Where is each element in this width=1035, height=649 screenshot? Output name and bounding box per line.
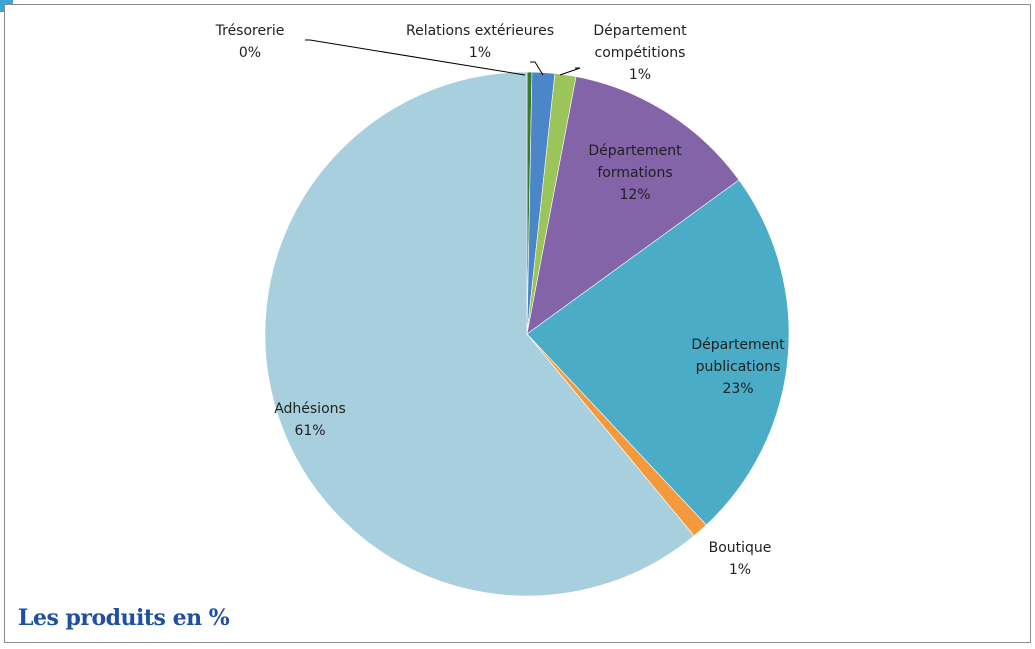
- slice-name-label: Adhésions: [274, 401, 346, 417]
- slice-name-label: Relations extérieures: [406, 23, 554, 39]
- slice-name-label: compétitions: [595, 45, 686, 61]
- chart-caption: Les produits en %: [18, 605, 230, 631]
- slice-percent-label: 1%: [629, 67, 651, 83]
- slice-percent-label: 0%: [239, 45, 261, 61]
- slice-label-group: Boutique 1%: [709, 540, 772, 578]
- slice-name-label: Département: [691, 337, 785, 353]
- slice-percent-label: 1%: [469, 45, 491, 61]
- slice-label-group: Adhésions 61%: [274, 401, 346, 439]
- slice-name-label: publications: [696, 359, 781, 375]
- slice-name-label: Trésorerie: [215, 23, 285, 39]
- slice-percent-label: 61%: [294, 423, 325, 439]
- slice-label-group: Relations extérieures 1%: [406, 23, 554, 61]
- slice-percent-label: 12%: [619, 187, 650, 203]
- slice-name-label: formations: [597, 165, 672, 181]
- slice-label-group: Département compétitions 1%: [593, 23, 687, 83]
- leader-line: [530, 61, 544, 76]
- slice-percent-label: 23%: [722, 381, 753, 397]
- pie-slice-adh-sions: [264, 71, 695, 597]
- slice-name-label: Boutique: [709, 540, 772, 556]
- slice-name-label: Département: [593, 23, 687, 39]
- slice-name-label: Département: [588, 143, 682, 159]
- slice-label-group: Département publications 23%: [691, 337, 785, 397]
- leader-line: [559, 67, 581, 76]
- pie-slice-d-partement-formations: [526, 76, 740, 335]
- pie-slice-d-partement-publications: [526, 179, 790, 526]
- slice-percent-label: 1%: [729, 562, 751, 578]
- leader-line: [305, 39, 526, 76]
- slice-label-group: Trésorerie 0%: [215, 23, 285, 61]
- slice-label-group: Département formations 12%: [588, 143, 682, 203]
- chart-frame: Trésorerie 0% Relations extérieures 1% Dépar…: [4, 4, 1031, 643]
